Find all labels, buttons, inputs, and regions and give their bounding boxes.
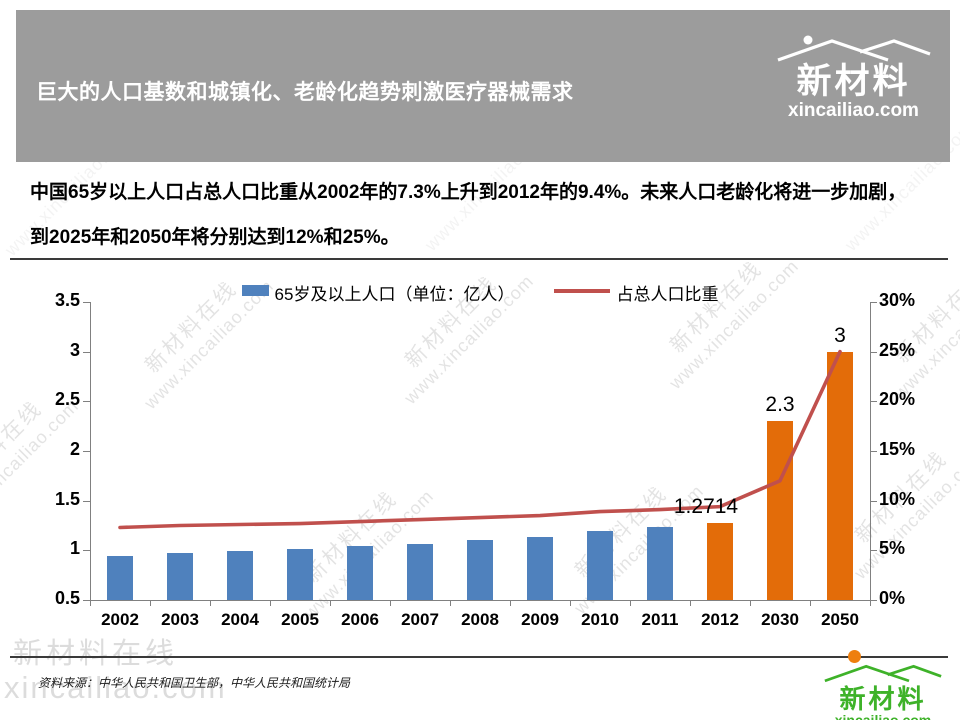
page-title: 巨大的人口基数和城镇化、老龄化趋势刺激医疗器械需求 — [36, 81, 574, 104]
right-axis-tick-label: 15% — [879, 439, 916, 459]
chart-legend: 65岁及以上人口（单位：亿人） 占总人口比重 — [0, 280, 960, 305]
brand-logo-top: 新材料 xincailiao.com — [771, 34, 936, 120]
right-axis-tick-label: 5% — [879, 538, 906, 559]
bar — [467, 540, 493, 600]
brand-logo-bottom: 新材料 xincailiao.com — [812, 661, 954, 720]
bar — [767, 421, 793, 600]
left-tick — [83, 550, 90, 552]
right-axis-tick-label: 25% — [879, 339, 916, 360]
orange-dot-icon — [848, 650, 861, 663]
x-axis-label: 2004 — [221, 610, 259, 629]
right-tick — [870, 302, 877, 303]
bar — [827, 351, 853, 600]
right-tick — [870, 550, 877, 552]
left-axis-tick-label: 2.5 — [54, 389, 80, 410]
bar — [707, 523, 733, 600]
bar — [167, 553, 193, 600]
right-tick — [870, 351, 877, 353]
legend-line-label: 占总人口比重 — [616, 285, 719, 304]
x-tick — [210, 600, 211, 606]
source-note: 资料来源：中华人民共和国卫生部，中华人民共和国统计局 — [38, 676, 351, 690]
bar-value-label: 1.2714 — [673, 495, 739, 519]
x-axis-label: 2005 — [281, 610, 319, 629]
x-axis-label: 2007 — [401, 610, 439, 629]
x-tick — [630, 600, 631, 606]
right-axis-tick-label: 0% — [879, 588, 906, 608]
x-tick — [510, 600, 511, 606]
x-tick — [330, 600, 331, 606]
left-axis-tick-label: 1 — [69, 538, 80, 559]
bar-value-label: 3 — [834, 323, 846, 347]
left-tick — [83, 600, 90, 601]
left-axis-tick-label: 0.5 — [54, 588, 80, 608]
legend-bar-label: 65岁及以上人口（单位：亿人） — [274, 285, 515, 304]
bar — [347, 546, 373, 600]
x-tick — [570, 600, 571, 606]
divider-top — [10, 258, 948, 260]
roof-icon — [774, 35, 934, 72]
roof-icon — [817, 664, 949, 691]
bar — [107, 556, 133, 600]
left-axis-tick-label: 3.5 — [54, 290, 80, 310]
bar — [587, 531, 613, 600]
bar — [647, 527, 673, 600]
brand-name: 新材料 — [796, 62, 911, 101]
legend-bar-swatch — [241, 285, 269, 296]
x-axis-label: 2010 — [581, 610, 619, 629]
x-tick — [270, 600, 271, 606]
x-tick — [150, 600, 151, 606]
left-tick — [83, 451, 90, 452]
legend-line-swatch — [554, 289, 611, 293]
x-tick — [810, 600, 811, 606]
x-tick — [690, 600, 691, 606]
x-axis-label: 2030 — [761, 610, 799, 629]
right-tick — [870, 600, 877, 601]
x-axis-label: 2012 — [701, 610, 739, 629]
left-axis-tick-label: 3 — [69, 339, 80, 360]
x-axis-label: 2011 — [641, 610, 679, 629]
body-line-1: 中国65岁以上人口占总人口比重从2002年的7.3%上升到2012年的9.4%。… — [30, 182, 907, 203]
left-axis-tick-label: 2 — [69, 439, 80, 459]
x-axis-label: 2006 — [341, 610, 379, 629]
x-tick — [450, 600, 451, 606]
bar — [227, 551, 253, 600]
x-axis-line — [90, 600, 870, 601]
x-axis-label: 2002 — [101, 610, 139, 629]
bar-value-label: 2.3 — [765, 393, 795, 417]
x-axis-label: 2003 — [161, 610, 199, 629]
x-axis-label: 2009 — [521, 610, 559, 629]
x-tick — [390, 600, 391, 606]
left-tick — [83, 351, 90, 353]
bar — [287, 549, 313, 600]
divider-bottom — [10, 656, 948, 658]
x-tick — [90, 600, 91, 606]
combo-chart: 65岁及以上人口（单位：亿人） 占总人口比重 3.5 3 2.5 2 1.5 1 0.5 30… — [0, 268, 960, 660]
x-tick — [750, 600, 751, 606]
brand-domain: xincailiao.com — [834, 712, 932, 720]
right-tick — [870, 451, 877, 452]
left-tick — [83, 401, 90, 403]
x-axis-label: 2008 — [461, 610, 499, 629]
body-text: 中国65岁以上人口占总人口比重从2002年的7.3%上升到2012年的9.4%。… — [30, 170, 940, 260]
left-axis-tick-label: 1.5 — [54, 488, 80, 509]
x-tick — [870, 600, 871, 606]
brand-name: 新材料 — [839, 684, 927, 714]
left-tick — [83, 302, 90, 303]
left-tick — [83, 500, 90, 502]
bar — [527, 537, 553, 600]
x-axis-label: 2050 — [821, 610, 859, 629]
body-line-2: 到2025年和2050年将分别达到12%和25%。 — [30, 227, 400, 248]
right-axis-tick-label: 10% — [879, 488, 916, 509]
header-bar: 巨大的人口基数和城镇化、老龄化趋势刺激医疗器械需求 新材料 xincailiao… — [16, 10, 950, 162]
right-tick — [870, 401, 877, 403]
bar — [407, 544, 433, 600]
right-axis-tick-label: 20% — [879, 389, 916, 410]
right-tick — [870, 500, 877, 502]
brand-domain: xincailiao.com — [788, 100, 919, 121]
left-axis-line — [90, 302, 91, 600]
right-axis-tick-label: 30% — [879, 290, 916, 310]
